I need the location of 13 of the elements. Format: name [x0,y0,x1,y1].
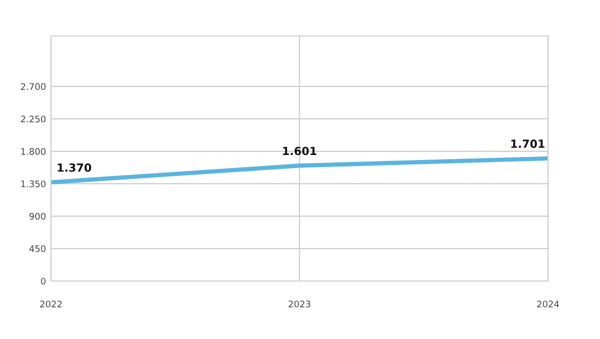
y-tick-label: 900 [29,212,46,220]
y-tick-label: 450 [29,245,46,252]
y-tick-label: 1.350 [21,180,46,188]
y-tick-label: 0 [40,278,46,285]
data-label: 1.370 [58,163,92,172]
x-tick-label: 2022 [40,300,62,308]
x-tick-label: 2023 [288,300,310,308]
data-label: 1.601 [283,146,316,156]
data-label: 1.701 [511,140,544,148]
y-tick-label: 2.700 [20,83,46,90]
y-tick-label: 1.800 [21,148,46,155]
x-tick-label: 2024 [537,300,559,308]
y-tick-label: 2.250 [20,116,46,122]
